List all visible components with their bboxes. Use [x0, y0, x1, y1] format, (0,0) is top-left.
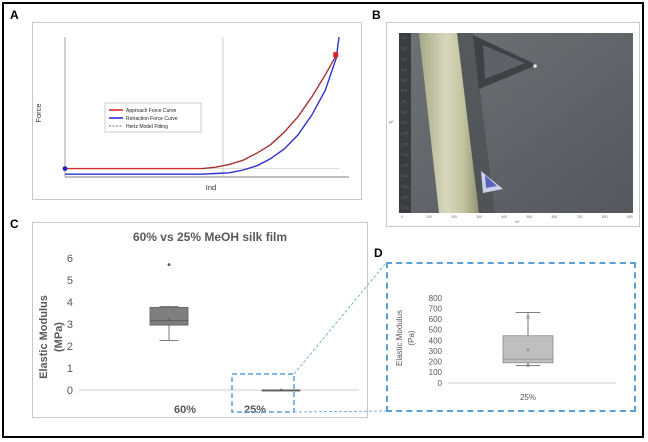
boxplot-mpa-chart: 60% vs 25% MeOH silk film Elastic Modulus… — [38, 230, 359, 416]
y-tick-label: 3 — [67, 319, 73, 331]
panel-d: Elastic Modulus (Pa) 0 100 200 300 400 500 600 70… — [386, 262, 636, 412]
series-line-1 — [65, 54, 337, 170]
x-tick-label: 400 — [501, 215, 507, 219]
y-tick-label: 500 — [401, 79, 407, 83]
microscope-image: 1002003004005006007008009001000110012001… — [387, 23, 639, 226]
x-tick-label: 300 — [476, 215, 482, 219]
y-tick-label: 1400 — [401, 174, 409, 178]
data-point — [526, 315, 530, 319]
y-tick-label: 300 — [429, 347, 443, 356]
y-tick-label: 900 — [401, 121, 407, 125]
y-tick-label: 300 — [401, 57, 407, 61]
silk-fiber — [419, 33, 479, 213]
y-tick-label: 400 — [429, 336, 443, 345]
y-axis-label: Force — [34, 103, 43, 122]
zoom-line-top — [293, 262, 387, 375]
category-label: 25% — [520, 393, 536, 402]
force-curve-chart: Force Ind Approach Force Curve Retraction F… — [34, 36, 349, 192]
x-tick-label: 100 — [426, 215, 432, 219]
zoom-line-bottom — [293, 410, 387, 413]
outlier-point — [167, 263, 171, 266]
y-tick-label: 100 — [429, 368, 443, 377]
y-tick-label: 200 — [401, 47, 407, 51]
panel-label-b: B — [372, 8, 381, 22]
panel-b: 100 200 300 400 500 600 700 800 900 1000 1100 1200 1… — [386, 22, 640, 227]
start-marker — [62, 166, 68, 172]
y-tick-label: 5 — [67, 275, 73, 287]
y-tick-label: 0 — [67, 385, 73, 397]
y-tick-label: 800 — [429, 294, 443, 303]
category-label: 25% — [244, 404, 266, 416]
data-point — [526, 363, 530, 368]
legend-entry-1: Approach Force Curve — [126, 108, 177, 114]
y-tick-label: 1600 — [401, 195, 409, 199]
y-tick-label: 1300 — [401, 164, 409, 168]
y-tick-label: 1500 — [401, 185, 409, 189]
y-axis-ticks: 100 200 300 400 500 600 700 800 900 1000 1100 1200 1… — [401, 36, 409, 210]
end-marker — [333, 52, 339, 58]
y-tick-label: 700 — [429, 304, 443, 313]
y-tick-label: 1000 — [401, 132, 409, 136]
category-label: 60% — [174, 404, 196, 416]
y-tick-label: 1 — [67, 363, 73, 375]
y-tick-label: 200 — [429, 358, 443, 367]
x-tick-label: 800 — [602, 215, 608, 219]
fiber-shadow — [457, 33, 495, 213]
panel-label-c: C — [10, 217, 19, 231]
y-tick-label: 6 — [67, 253, 73, 265]
legend-entry-2: Retraction Force Curve — [126, 116, 178, 122]
figure-frame — [2, 2, 644, 438]
y-tick-label: 4 — [67, 297, 73, 309]
series-line-3 — [201, 55, 337, 169]
y-axis-label: Elastic Modulus — [38, 295, 50, 379]
x-tick-label: 200 — [451, 215, 457, 219]
y-tick-label: 500 — [429, 326, 443, 335]
x-tick-label: 700 — [577, 215, 583, 219]
y-tick-label: 2 — [67, 341, 73, 353]
y-tick-label: 1200 — [401, 153, 409, 157]
panel-label-a: A — [10, 8, 19, 22]
series-line-2 — [65, 36, 340, 175]
y-axis-unit: (Pa) — [407, 330, 416, 345]
y-tick-label: 1100 — [401, 142, 408, 146]
mean-marker: × — [167, 318, 171, 324]
y-tick-label: 800 — [401, 110, 407, 114]
x-tick-label: 0 — [401, 215, 403, 219]
x-axis-ticks: 0 100 200 300 400 500 600 700 800 900 — [401, 215, 633, 219]
y-tick-label: 1700 — [401, 206, 409, 210]
mean-marker: × — [279, 388, 283, 394]
y-tick-label: 400 — [401, 68, 407, 72]
panel-a: Force Ind Approach Force Curve Retraction F… — [32, 22, 362, 200]
x-axis-label: x/* — [515, 219, 520, 224]
x-tick-label: 600 — [552, 215, 558, 219]
box-1 — [502, 335, 554, 364]
y-tick-label: 600 — [429, 315, 443, 324]
y-tick-label: 700 — [401, 100, 407, 104]
panel-label-d: D — [374, 246, 383, 260]
y-axis-label: y/* — [389, 119, 394, 124]
x-axis-label: Ind — [206, 183, 216, 192]
x-tick-label: 900 — [627, 215, 633, 219]
panel-c: 60% vs 25% MeOH silk film Elastic Modulus… — [32, 222, 368, 418]
y-axis-unit: (MPa) — [53, 322, 65, 352]
y-tick-label: 600 — [401, 89, 407, 93]
y-tick-label: 0 — [438, 379, 443, 388]
y-tick-label: 100 — [401, 36, 407, 40]
zoom-box — [231, 373, 295, 413]
x-tick-label: 500 — [527, 215, 533, 219]
y-axis-label: Elastic Modulus — [395, 310, 404, 366]
legend-entry-3: Hertz Model Fitting — [126, 124, 168, 130]
mean-marker: × — [526, 348, 530, 354]
chart-title: 60% vs 25% MeOH silk film — [133, 230, 287, 244]
cantilever-tip — [533, 64, 537, 68]
